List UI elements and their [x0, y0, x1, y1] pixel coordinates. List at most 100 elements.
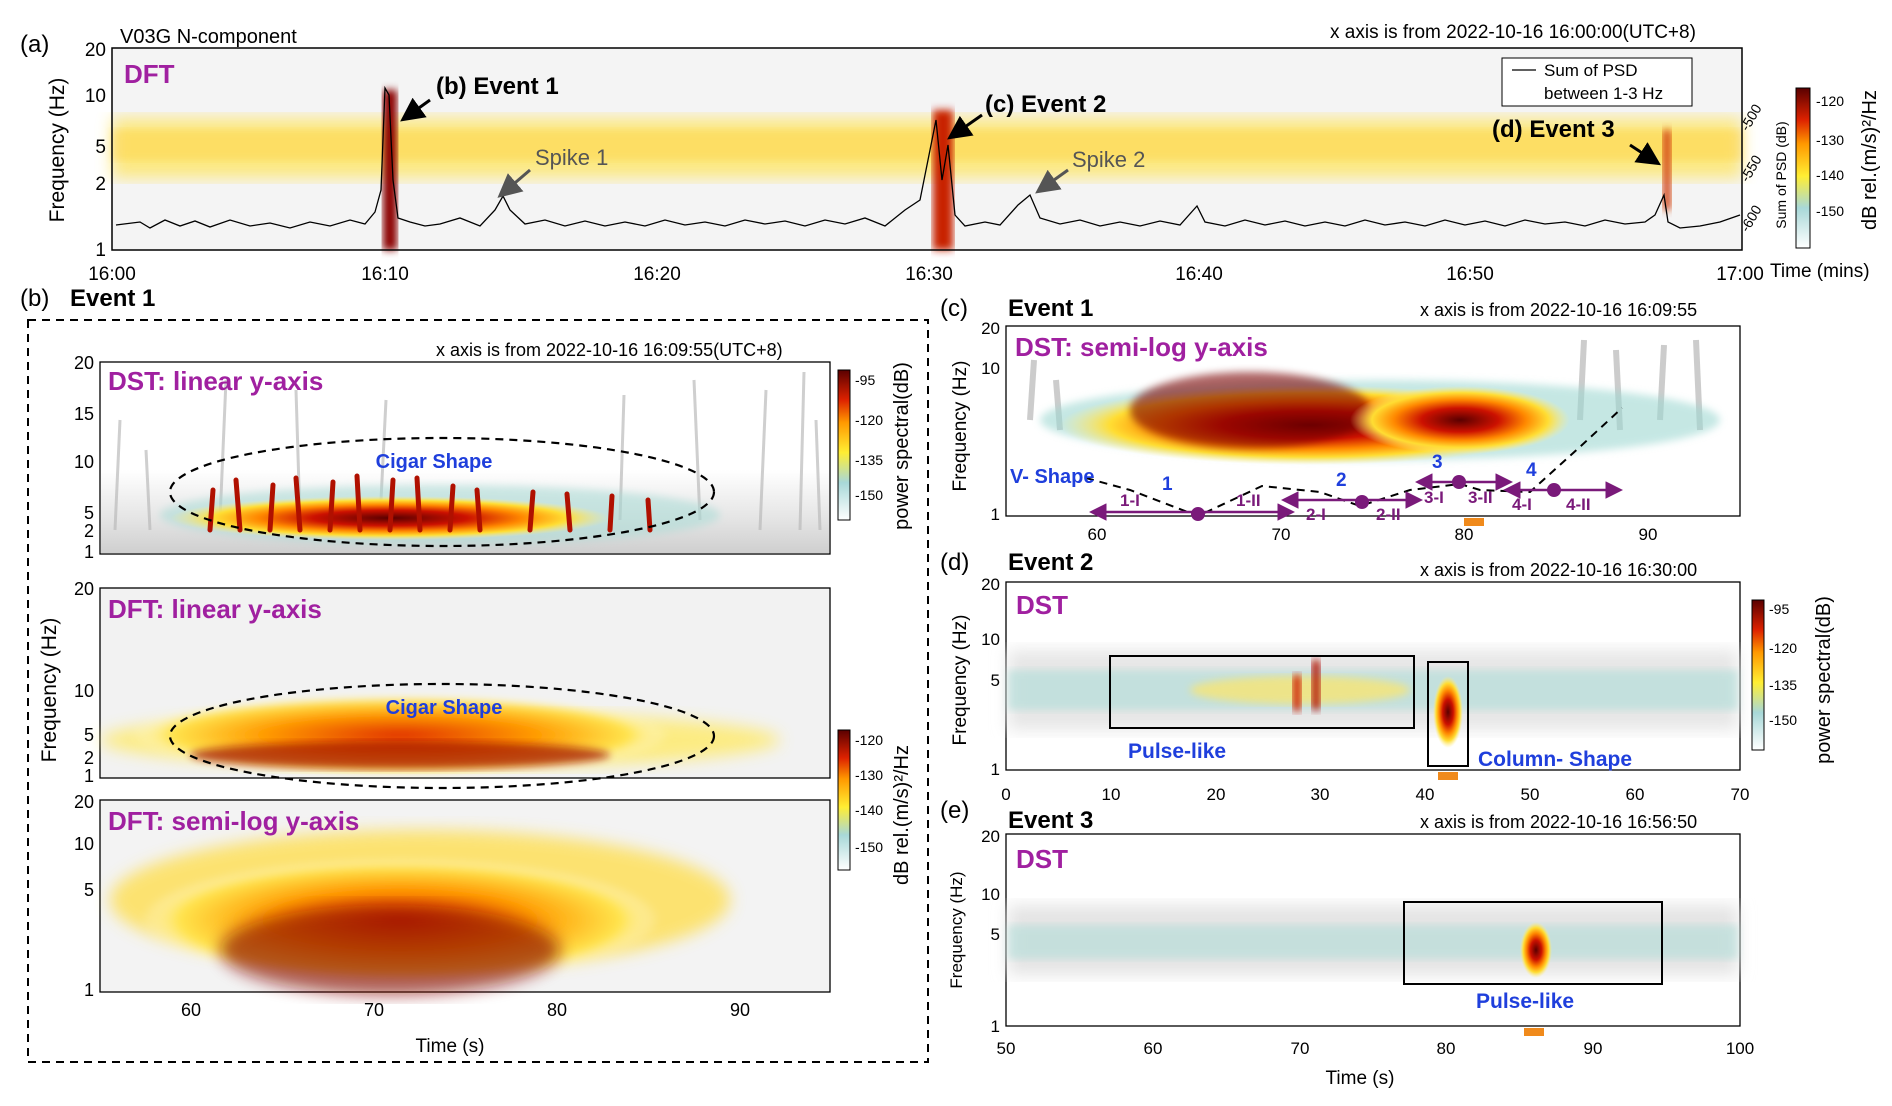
panel-a-method: DFT [124, 59, 175, 89]
panel-d-letter: (d) [940, 549, 969, 576]
b-dst-cbar-tick-3: -150 [855, 487, 883, 503]
d-cbar-tick-2: -135 [1769, 677, 1797, 693]
d-orange-marker [1438, 772, 1458, 780]
a-xtick-4: 16:40 [1175, 264, 1223, 285]
b1-ytick-5: 5 [84, 503, 94, 523]
d-xtick-70: 70 [1731, 785, 1750, 804]
panel-e-origin-note: x axis is from 2022-10-16 16:56:50 [1420, 812, 1697, 832]
d-ytick-1: 1 [991, 760, 1000, 779]
b-dst-cbar-tick-1: -120 [855, 412, 883, 428]
b2-yticks: 20 10 5 2 1 [74, 579, 94, 786]
a-xtick-2: 16:20 [633, 264, 681, 285]
c-seg-4i: 4-I [1512, 495, 1532, 514]
b2-ytick-20: 20 [74, 579, 94, 599]
b-dft-cbar-tick-0: -120 [855, 732, 883, 748]
panel-d-origin-note: x axis is from 2022-10-16 16:30:00 [1420, 560, 1697, 580]
b2-ytick-5: 5 [84, 725, 94, 745]
panel-a-yticks: 20 10 5 2 1 [85, 40, 106, 261]
e-orange-marker [1524, 1028, 1544, 1036]
a-xtick-5: 16:50 [1446, 264, 1494, 285]
a-ytick-1: 1 [95, 240, 106, 261]
c-point-label-2: 2 [1336, 470, 1347, 491]
c-ytick-20: 20 [981, 319, 1000, 338]
panel-a-xlabel: Time (mins) [1770, 261, 1870, 282]
e-xtick-70: 70 [1291, 1039, 1310, 1058]
b1-cigar-outline [168, 436, 716, 548]
a-ytick-10: 10 [85, 86, 106, 107]
b-dst-colorbar [837, 369, 851, 521]
d-column-label: Column- Shape [1478, 748, 1632, 771]
e-cyan-band [1008, 925, 1738, 959]
c-segment-arrows [1089, 473, 1623, 521]
arrow-spike1 [497, 168, 531, 198]
panel-a-origin-note: x axis is from 2022-10-16 16:00:00(UTC+8… [1330, 22, 1696, 43]
legend-line1: Sum of PSD [1544, 61, 1638, 80]
c-seg-3ii: 3-II [1468, 488, 1493, 507]
b3-ytick-1: 1 [84, 980, 94, 1000]
d-column-core [1433, 676, 1463, 748]
c-yticks: 20 10 1 [981, 319, 1000, 524]
panel-c: (c) Event 1 x axis is from 2022-10-16 16… [940, 295, 1741, 544]
e-ylabel: Frequency (Hz) [947, 871, 966, 988]
a-cbar-tick-3: -150 [1816, 203, 1844, 219]
e-ytick-1: 1 [991, 1017, 1000, 1036]
a-xtick-6: 17:00 [1716, 264, 1764, 285]
annot-event1: (b) Event 1 [436, 73, 559, 100]
b-dft-colorbar [837, 729, 851, 871]
panel-c-letter: (c) [940, 295, 968, 322]
c-point-1 [1191, 507, 1205, 521]
e-ytick-5: 5 [991, 925, 1000, 944]
b3-yticks: 20 10 5 1 [74, 792, 94, 1000]
b2-cigar-label: Cigar Shape [386, 697, 503, 719]
e-yticks: 20 10 5 1 [981, 827, 1000, 1036]
a-ytick-5: 5 [95, 137, 106, 158]
d-ylabel: Frequency (Hz) [950, 615, 971, 746]
legend-line2: between 1-3 Hz [1544, 84, 1663, 103]
d-colorbar [1751, 599, 1765, 751]
d-xtick-50: 50 [1521, 785, 1540, 804]
b2-ytick-10: 10 [74, 681, 94, 701]
b2-title: DFT: linear y-axis [108, 594, 322, 624]
c-point-4 [1547, 483, 1561, 497]
panel-b-origin-note: x axis is from 2022-10-16 16:09:55(UTC+8… [436, 340, 783, 360]
e-xlabel: Time (s) [1326, 1068, 1395, 1089]
d-pulse-label: Pulse-like [1128, 740, 1226, 763]
c-seg-1ii: 1-II [1236, 491, 1261, 510]
panel-a-event1-column [383, 90, 397, 250]
arrow-spike2 [1035, 168, 1069, 194]
c-xtick-70: 70 [1272, 525, 1291, 544]
e-title: DST [1016, 844, 1068, 874]
b-dst-cbar-label: power spectral(dB) [891, 362, 913, 530]
a-ytick-2: 2 [95, 174, 106, 195]
b-xlabel: Time (s) [416, 1036, 485, 1057]
arrow-event3 [1629, 142, 1662, 166]
e-xtick-100: 100 [1726, 1039, 1754, 1058]
c-xtick-80: 80 [1455, 525, 1474, 544]
c-seg-4ii: 4-II [1566, 495, 1591, 514]
b-dst-cbar-tick-0: -95 [855, 372, 875, 388]
c-dark-core [1130, 372, 1370, 448]
d-cbar-ticks: -95 -120 -135 -150 [1769, 601, 1797, 728]
panel-a-cbar-ticks: -120 -130 -140 -150 [1816, 93, 1844, 219]
panel-c-event: Event 1 [1008, 295, 1093, 322]
b-xtick-60: 60 [181, 1000, 201, 1020]
a-xtick-1: 16:10 [361, 264, 409, 285]
c-points [1191, 475, 1561, 521]
arrow-event1 [400, 97, 431, 122]
c-seg-2ii: 2-II [1376, 505, 1401, 524]
d-red-pulse-2 [1312, 660, 1320, 710]
panel-b-event: Event 1 [70, 285, 155, 312]
c-point-3 [1452, 475, 1466, 489]
b1-ytick-20: 20 [74, 353, 94, 373]
panel-a-legend [1501, 57, 1693, 107]
e-ytick-20: 20 [981, 827, 1000, 846]
a-cbar-tick-2: -140 [1816, 167, 1844, 183]
c-xtick-60: 60 [1088, 525, 1107, 544]
c-point-label-1: 1 [1162, 474, 1173, 495]
a-cbar-tick-0: -120 [1816, 93, 1844, 109]
d-xtick-30: 30 [1311, 785, 1330, 804]
annot-spike2: Spike 2 [1072, 147, 1145, 172]
c-xtick-90: 90 [1639, 525, 1658, 544]
panel-d: (d) Event 2 x axis is from 2022-10-16 16… [940, 549, 1835, 804]
c-orange-marker [1464, 518, 1484, 526]
